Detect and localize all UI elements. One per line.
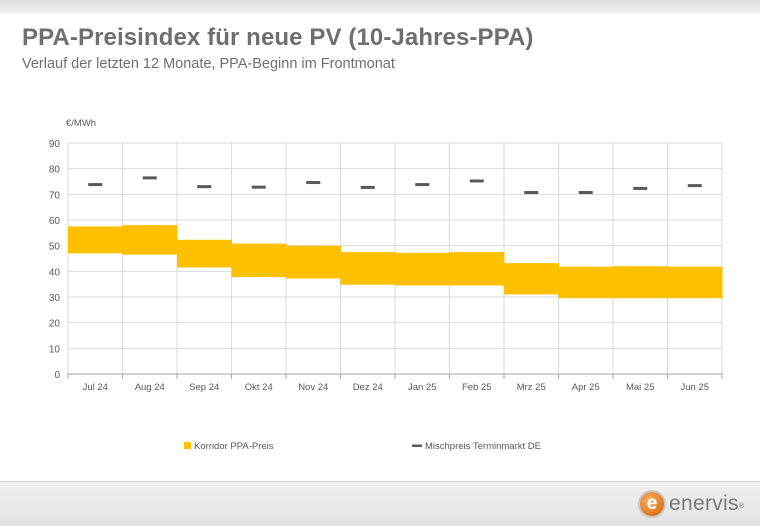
y-tick-label: 0 xyxy=(54,370,60,381)
corridor-bar xyxy=(395,252,450,286)
chart-title: PPA-Preisindex für neue PV (10-Jahres-PP… xyxy=(22,24,534,51)
corridor-bar xyxy=(231,243,287,277)
price-index-chart: 0 10 20 30 40 50 60 70 80 90 €/MWh Jul 24 Aug 24 Sep … xyxy=(49,118,723,452)
x-tick-label: Mrz 25 xyxy=(517,382,546,393)
market-price-marker xyxy=(197,185,212,189)
corridor-bar xyxy=(613,266,668,299)
logo-mark-icon: e xyxy=(638,490,667,518)
x-tick-label: Sep 24 xyxy=(189,382,219,393)
logo-registered-mark: ® xyxy=(738,502,744,510)
x-tick-label: Apr 25 xyxy=(572,382,600,393)
x-tick-label: Dez 24 xyxy=(353,382,383,393)
x-tick-label: Nov 24 xyxy=(298,382,328,393)
x-tick-label: Jul 24 xyxy=(83,382,108,393)
y-axis-unit-label: €/MWh xyxy=(66,118,96,129)
corridor-bar xyxy=(558,266,614,299)
legend: Korridor PPA-Preis Mischpreis Terminmarkt… xyxy=(184,441,541,452)
market-price-marker xyxy=(633,186,648,190)
y-tick-label: 50 xyxy=(49,242,61,253)
axes: 0 10 20 30 40 50 60 70 80 90 €/MWh Jul 24 Aug 24 Sep … xyxy=(49,118,723,393)
market-price-marker xyxy=(687,184,702,188)
y-tick-label: 80 xyxy=(49,165,61,176)
y-tick-label: 20 xyxy=(49,319,61,330)
corridor-bar xyxy=(667,266,723,299)
enervis-logo: e enervis ® xyxy=(638,487,744,521)
x-tick-label: Jan 25 xyxy=(408,382,437,393)
y-tick-label: 30 xyxy=(49,293,61,304)
x-tick-label: Feb 25 xyxy=(462,382,492,393)
y-tick-label: 40 xyxy=(49,267,61,278)
corridor-bar xyxy=(504,263,559,295)
market-price-marker xyxy=(142,176,157,180)
corridor-bar xyxy=(177,239,232,268)
y-tick-label: 70 xyxy=(49,190,61,201)
legend-swatch-market xyxy=(412,444,422,447)
corridor-bar xyxy=(449,252,505,286)
market-price-marker xyxy=(524,191,539,195)
x-tick-label: Aug 24 xyxy=(135,382,165,393)
market-price-marker xyxy=(578,191,593,195)
corridor-bar xyxy=(122,225,178,255)
legend-label-corridor: Korridor PPA-Preis xyxy=(194,441,274,452)
footer-band xyxy=(0,481,760,526)
market-price-marker xyxy=(88,183,103,187)
market-price-marker xyxy=(415,183,430,187)
x-tick-label: Jun 25 xyxy=(680,382,709,393)
market-price-marker xyxy=(306,181,321,185)
top-band xyxy=(0,0,760,14)
legend-swatch-corridor xyxy=(184,442,191,449)
y-tick-label: 60 xyxy=(49,216,61,227)
marker-series xyxy=(88,176,702,195)
legend-label-market: Mischpreis Terminmarkt DE xyxy=(425,441,541,452)
market-price-marker xyxy=(360,185,375,189)
market-price-marker xyxy=(469,179,484,183)
market-price-marker xyxy=(251,185,266,189)
logo-wordmark: enervis xyxy=(669,492,739,515)
chart-subtitle: Verlauf der letzten 12 Monate, PPA-Begin… xyxy=(22,56,395,72)
y-tick-label: 90 xyxy=(49,139,61,150)
corridor-bar xyxy=(286,245,341,279)
x-tick-label: Okt 24 xyxy=(245,382,273,393)
y-tick-label: 10 xyxy=(49,344,61,355)
x-tick-label: Mai 25 xyxy=(626,382,655,393)
corridor-series xyxy=(68,225,723,299)
corridor-bar xyxy=(340,252,396,285)
corridor-bar xyxy=(68,226,123,254)
